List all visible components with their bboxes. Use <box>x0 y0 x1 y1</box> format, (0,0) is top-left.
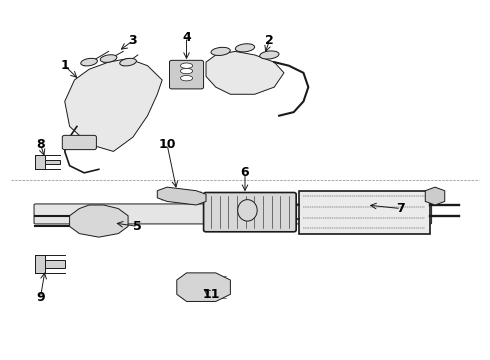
Ellipse shape <box>81 58 98 66</box>
Ellipse shape <box>260 51 279 59</box>
FancyBboxPatch shape <box>170 60 203 89</box>
Polygon shape <box>70 205 128 237</box>
Text: 10: 10 <box>158 138 176 151</box>
Text: 1: 1 <box>60 59 69 72</box>
Text: 6: 6 <box>241 166 249 179</box>
FancyBboxPatch shape <box>203 193 296 232</box>
Ellipse shape <box>100 55 117 62</box>
Polygon shape <box>425 187 445 205</box>
Text: 2: 2 <box>265 34 274 47</box>
Text: 3: 3 <box>129 34 137 47</box>
Ellipse shape <box>211 47 230 55</box>
Text: 11: 11 <box>202 288 220 301</box>
Ellipse shape <box>180 63 193 68</box>
Polygon shape <box>35 155 60 169</box>
Polygon shape <box>177 273 230 301</box>
Ellipse shape <box>120 58 136 66</box>
FancyBboxPatch shape <box>298 191 430 234</box>
FancyBboxPatch shape <box>62 135 97 150</box>
Text: 5: 5 <box>133 220 142 233</box>
Ellipse shape <box>238 200 257 221</box>
Polygon shape <box>157 187 206 205</box>
Text: 4: 4 <box>182 31 191 44</box>
FancyBboxPatch shape <box>34 204 432 224</box>
Ellipse shape <box>180 68 193 74</box>
Polygon shape <box>35 255 65 273</box>
Polygon shape <box>206 51 284 94</box>
Ellipse shape <box>235 44 255 52</box>
Text: 8: 8 <box>36 138 45 151</box>
Polygon shape <box>65 59 162 152</box>
Text: 7: 7 <box>396 202 405 215</box>
Ellipse shape <box>180 76 193 81</box>
Text: 9: 9 <box>36 291 45 305</box>
